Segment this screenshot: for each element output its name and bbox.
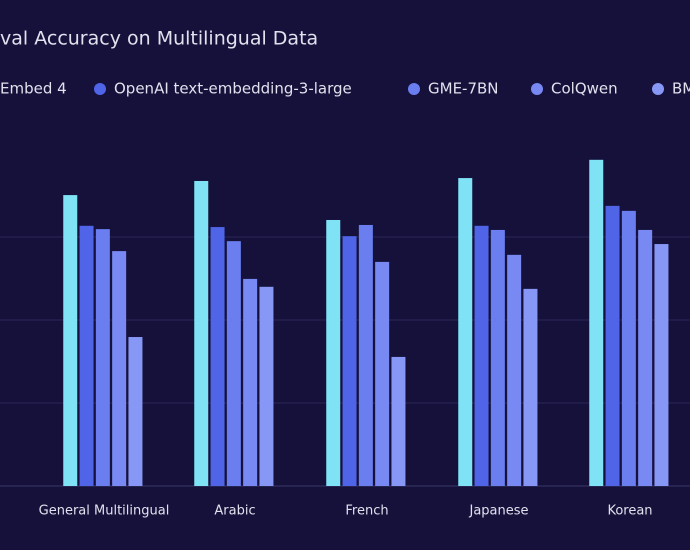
bar (458, 178, 473, 486)
legend-label: ColQwen (551, 80, 618, 98)
x-tick-label: Arabic (214, 504, 255, 519)
bar (654, 244, 669, 486)
bar (112, 251, 127, 486)
bar (621, 210, 636, 487)
bar (210, 227, 225, 487)
bar (79, 225, 94, 487)
legend-label: GME-7BN (428, 80, 499, 98)
x-tick-label: General Multilingual (39, 504, 170, 519)
legend-marker (531, 83, 543, 95)
bar (391, 356, 406, 486)
bar (63, 195, 78, 486)
bar (326, 219, 341, 487)
bar (523, 288, 538, 486)
legend-marker (652, 83, 664, 95)
legend-marker (408, 83, 420, 95)
bar (243, 278, 258, 486)
legend-label: Embed 4 (0, 80, 67, 98)
bar (507, 254, 522, 486)
legend-label: OpenAI text-embedding-3-large (114, 80, 352, 98)
bar (259, 286, 274, 486)
x-tick-label: French (345, 504, 388, 519)
bar (342, 236, 357, 486)
legend-marker (94, 83, 106, 95)
x-tick-label: Japanese (468, 504, 528, 519)
bar (638, 229, 653, 486)
bar (194, 180, 209, 486)
bar (589, 159, 604, 486)
bar (474, 225, 489, 487)
bar (605, 205, 620, 486)
chart-title: val Accuracy on Multilingual Data (0, 28, 318, 50)
bar (375, 261, 390, 486)
legend-label: BM (672, 80, 690, 98)
bar (490, 229, 505, 486)
bar (226, 241, 241, 486)
bar (128, 337, 143, 486)
bar (95, 229, 110, 487)
bar (358, 224, 373, 486)
x-tick-label: Korean (607, 504, 652, 519)
